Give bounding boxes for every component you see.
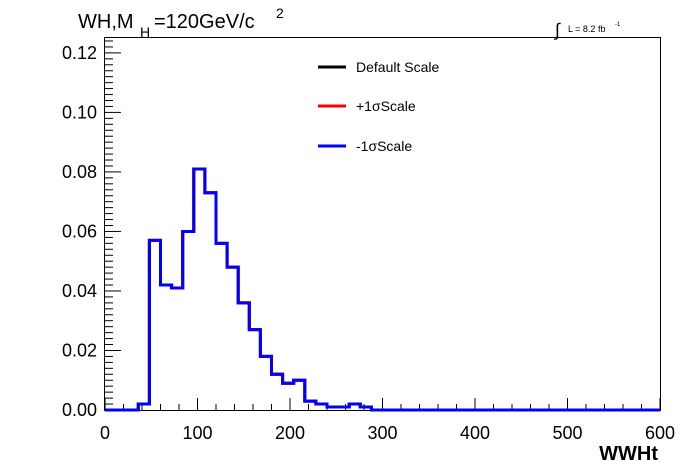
chart-title-subscript: H bbox=[140, 24, 150, 40]
x-tick-label: 0 bbox=[100, 423, 110, 443]
y-tick-label: 0.04 bbox=[62, 281, 97, 301]
axis-ticks: 0 100 200 300 400 500 600 0.00 0.02 0.04 0.06 0.08 0… bbox=[62, 40, 675, 443]
y-tick-label: 0.06 bbox=[62, 221, 97, 241]
x-axis-label: WWHt bbox=[599, 443, 658, 465]
y-tick-label: 0.10 bbox=[62, 102, 97, 122]
luminosity-text: L = 8.2 fb bbox=[568, 24, 605, 34]
luminosity-integral-symbol: ∫ bbox=[553, 20, 561, 40]
chart-title-superscript: 2 bbox=[276, 5, 284, 21]
x-tick-label: 500 bbox=[552, 423, 582, 443]
legend-label-plus1sigma: +1σScale bbox=[356, 98, 416, 114]
chart-title: WH,M bbox=[78, 11, 134, 33]
series-line-2 bbox=[105, 167, 660, 412]
series-line-1 bbox=[105, 167, 660, 412]
x-tick-label: 400 bbox=[460, 423, 490, 443]
x-tick-label: 600 bbox=[645, 423, 675, 443]
x-tick-label: 100 bbox=[182, 423, 212, 443]
chart-title-rest: =120GeV/c bbox=[154, 11, 255, 33]
x-tick-label: 200 bbox=[275, 423, 305, 443]
plot-frame bbox=[104, 37, 661, 411]
y-tick-label: 0.02 bbox=[62, 340, 97, 360]
luminosity-superscript: -1 bbox=[615, 22, 621, 28]
series-layer bbox=[105, 167, 660, 412]
y-tick-label: 0.08 bbox=[62, 162, 97, 182]
y-tick-label: 0.12 bbox=[62, 43, 97, 63]
legend: Default Scale +1σScale -1σScale bbox=[318, 59, 439, 154]
series-line-0 bbox=[105, 167, 660, 412]
legend-label-default: Default Scale bbox=[356, 59, 439, 75]
x-tick-label: 300 bbox=[367, 423, 397, 443]
legend-label-minus1sigma: -1σScale bbox=[356, 138, 412, 154]
y-tick-label: 0.00 bbox=[62, 400, 97, 420]
